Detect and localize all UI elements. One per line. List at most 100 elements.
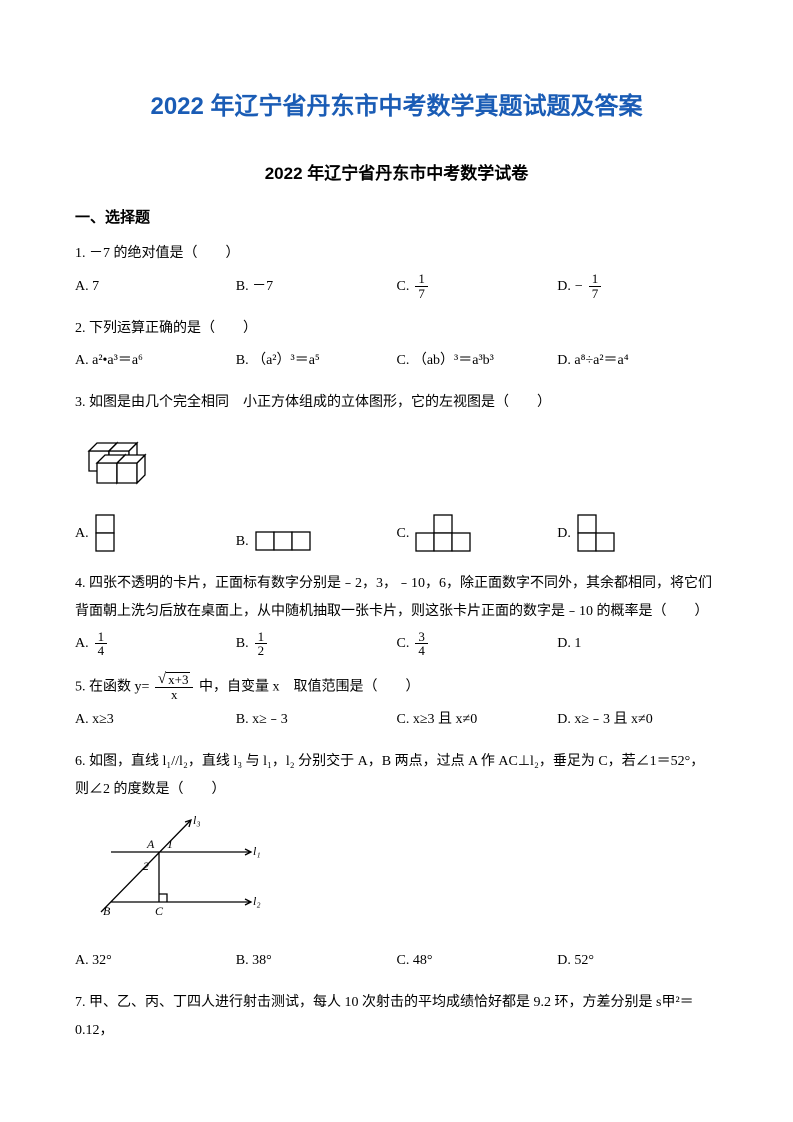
q5-suffix: 中，自变量 x 取值范围是（ ） [199,679,420,694]
q1-opt-c: C. 1 7 [397,272,558,300]
numerator: 3 [415,630,428,645]
q3-opt-c: C. [397,512,558,556]
label-l2: l₂ [253,894,261,908]
q7-text: 7. 甲、乙、丙、丁四人进行射击测试，每人 10 次射击的平均成绩恰好都是 9.… [75,989,718,1045]
q1-c-prefix: C. [397,273,410,301]
q3-opt-d: D. [557,512,718,556]
question-2: 2. 下列运算正确的是（ ） A. a²•a³＝a⁶ B. （a²）³＝a⁵ C… [75,315,718,375]
radical-icon: √ [158,672,166,687]
view-b-icon [253,529,315,555]
opt-label: B. [236,528,249,556]
view-d-icon [575,512,619,556]
fraction: 1 4 [95,630,108,658]
label-angle2: 2 [143,859,149,873]
label-B: B [103,904,111,918]
label-l3: l₃ [193,813,201,827]
q1-options: A. 7 B. －7 C. 1 7 D. − 1 7 [75,272,718,300]
opt-prefix: B. [236,630,249,658]
fraction: √ x+3 x [155,672,194,702]
opt-text: A. a²•a³＝a⁶ [75,347,143,375]
q5-text: 5. 在函数 y= √ x+3 x 中，自变量 x 取值范围是（ ） [75,672,718,702]
question-4: 4. 四张不透明的卡片，正面标有数字分别是﹣2，3，﹣10，6，除正面数字不同外… [75,570,718,658]
opt-label: D. [557,520,571,548]
fraction: 1 7 [415,272,428,300]
q6-opt-d: D. 52° [557,947,718,975]
question-3: 3. 如图是由几个完全相同 小正方体组成的立体图形，它的左视图是（ ） [75,389,718,556]
q6-opt-a: A. 32° [75,947,236,975]
view-a-icon [93,512,119,556]
q2-opt-d: D. a⁸÷a²＝a⁴ [557,347,718,375]
section-head-1: 一、选择题 [75,207,718,228]
opt-prefix: C. [397,630,410,658]
q1-opt-d: D. − 1 7 [557,272,718,300]
question-6: 6. 如图，直线 l₁//l₂，直线 l₃ 与 l₁，l₂ 分别交于 A，B 两… [75,748,718,975]
q4-opt-a: A. 1 4 [75,630,236,658]
opt-prefix: A. [75,630,89,658]
cubes-3d-icon [81,425,167,487]
q4-opt-b: B. 1 2 [236,630,397,658]
sqrt-arg: x+3 [166,672,190,687]
q4-opt-d: D. 1 [557,630,718,658]
denominator: x [168,688,181,702]
q1-text: 1. －7 的绝对值是（ ） [75,240,718,268]
opt-label: C. [397,520,410,548]
q6-options: A. 32° B. 38° C. 48° D. 52° [75,947,718,975]
q2-opt-b: B. （a²）³＝a⁵ [236,347,397,375]
q1-d-prefix: D. [557,273,571,301]
q1-opt-a: A. 7 [75,272,236,300]
denominator: 2 [255,644,268,658]
q4-options: A. 1 4 B. 1 2 C. 3 4 D. 1 [75,630,718,658]
q5-opt-d: D. x≥﹣3 且 x≠0 [557,706,718,734]
view-c-icon [413,512,475,556]
q2-text: 2. 下列运算正确的是（ ） [75,315,718,343]
q5-opt-b: B. x≥﹣3 [236,706,397,734]
fraction: 1 2 [255,630,268,658]
q2-options: A. a²•a³＝a⁶ B. （a²）³＝a⁵ C. （ab）³＝a³b³ D.… [75,347,718,375]
numerator: √ x+3 [155,672,194,689]
opt-text: B. （a²）³＝a⁵ [236,347,320,375]
q6-figure: l₃ l₁ l₂ A B C 1 2 [81,812,718,933]
question-7: 7. 甲、乙、丙、丁四人进行射击测试，每人 10 次射击的平均成绩恰好都是 9.… [75,989,718,1045]
q5-opt-a: A. x≥3 [75,706,236,734]
q5-opt-c: C. x≥3 且 x≠0 [397,706,558,734]
label-A: A [146,837,155,851]
opt-text: C. （ab）³＝a³b³ [397,347,494,375]
q6-opt-c: C. 48° [397,947,558,975]
denominator: 4 [95,644,108,658]
numerator: 1 [95,630,108,645]
label-C: C [155,904,164,918]
numerator: 1 [415,272,428,287]
q2-opt-a: A. a²•a³＝a⁶ [75,347,236,375]
denominator: 4 [415,644,428,658]
q6-opt-b: B. 38° [236,947,397,975]
fraction: 3 4 [415,630,428,658]
q3-main-figure [81,425,718,498]
denominator: 7 [589,287,602,301]
denominator: 7 [415,287,428,301]
q5-options: A. x≥3 B. x≥﹣3 C. x≥3 且 x≠0 D. x≥﹣3 且 x≠… [75,706,718,734]
q4-opt-c: C. 3 4 [397,630,558,658]
question-5: 5. 在函数 y= √ x+3 x 中，自变量 x 取值范围是（ ） A. x≥… [75,672,718,734]
neg-sign: − [575,273,583,301]
q3-text: 3. 如图是由几个完全相同 小正方体组成的立体图形，它的左视图是（ ） [75,389,718,417]
label-angle1: 1 [167,837,173,851]
q3-opt-a: A. [75,512,236,556]
q6-text: 6. 如图，直线 l₁//l₂，直线 l₃ 与 l₁，l₂ 分别交于 A，B 两… [75,748,718,804]
numerator: 1 [255,630,268,645]
opt-text: D. a⁸÷a²＝a⁴ [557,347,628,375]
label-l1: l₁ [253,844,261,858]
q4-text: 4. 四张不透明的卡片，正面标有数字分别是﹣2，3，﹣10，6，除正面数字不同外… [75,570,718,626]
question-1: 1. －7 的绝对值是（ ） A. 7 B. －7 C. 1 7 D. − 1 … [75,240,718,300]
q3-opt-b: B. [236,528,397,556]
numerator: 1 [589,272,602,287]
lines-angle-diagram: l₃ l₁ l₂ A B C 1 2 [81,812,261,922]
sub-title: 2022 年辽宁省丹东市中考数学试卷 [75,162,718,186]
q2-opt-c: C. （ab）³＝a³b³ [397,347,558,375]
sqrt: √ x+3 [158,672,191,687]
q1-opt-b: B. －7 [236,272,397,300]
opt-label: A. [75,520,89,548]
fraction: 1 7 [589,272,602,300]
q5-prefix: 5. 在函数 y= [75,679,149,694]
q3-options: A. B. C. [75,512,718,556]
main-title: 2022 年辽宁省丹东市中考数学真题试题及答案 [75,90,718,124]
